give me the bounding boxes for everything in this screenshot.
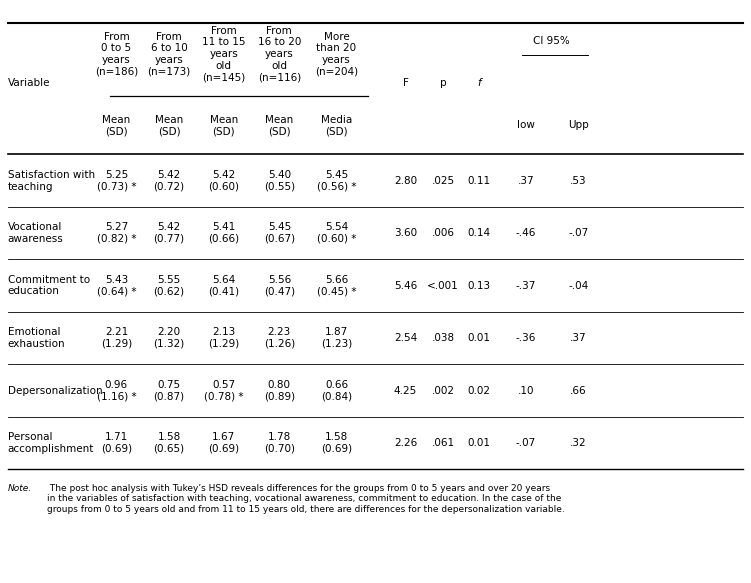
Text: 5.46: 5.46: [394, 280, 417, 291]
Text: 1.67
(0.69): 1.67 (0.69): [208, 432, 240, 454]
Text: 0.75
(0.87): 0.75 (0.87): [153, 380, 185, 402]
Text: More
than 20
years
(n=204): More than 20 years (n=204): [315, 31, 358, 76]
Text: Commitment to
education: Commitment to education: [8, 275, 89, 297]
Text: Mean
(SD): Mean (SD): [265, 114, 294, 136]
Text: Vocational
awareness: Vocational awareness: [8, 222, 63, 244]
Text: 0.02: 0.02: [468, 385, 490, 396]
Text: .038: .038: [432, 333, 454, 343]
Text: .32: .32: [570, 438, 587, 448]
Text: <.001: <.001: [427, 280, 459, 291]
Text: -.04: -.04: [569, 280, 588, 291]
Text: 1.71
(0.69): 1.71 (0.69): [101, 432, 132, 454]
Text: Mean
(SD): Mean (SD): [102, 114, 131, 136]
Text: The post hoc analysis with Tukey’s HSD reveals differences for the groups from 0: The post hoc analysis with Tukey’s HSD r…: [47, 484, 564, 514]
Text: CI 95%: CI 95%: [533, 36, 569, 46]
Text: From
0 to 5
years
(n=186): From 0 to 5 years (n=186): [95, 31, 138, 76]
Text: .002: .002: [432, 385, 454, 396]
Text: .061: .061: [432, 438, 454, 448]
Text: .53: .53: [570, 175, 587, 186]
Text: 2.80: 2.80: [394, 175, 417, 186]
Text: Mean
(SD): Mean (SD): [155, 114, 183, 136]
Text: 0.96
(1.16) *: 0.96 (1.16) *: [97, 380, 136, 402]
Text: 2.23
(1.26): 2.23 (1.26): [264, 327, 295, 349]
Text: 5.56
(0.47): 5.56 (0.47): [264, 275, 295, 297]
Text: -.46: -.46: [515, 228, 536, 238]
Text: 5.45
(0.56) *: 5.45 (0.56) *: [317, 170, 356, 192]
Text: 2.13
(1.29): 2.13 (1.29): [208, 327, 240, 349]
Text: 1.78
(0.70): 1.78 (0.70): [264, 432, 295, 454]
Text: F: F: [403, 78, 409, 88]
Text: Note.: Note.: [8, 484, 32, 493]
Text: 5.55
(0.62): 5.55 (0.62): [153, 275, 185, 297]
Text: .66: .66: [570, 385, 587, 396]
Text: 1.58
(0.65): 1.58 (0.65): [153, 432, 185, 454]
Text: 0.13: 0.13: [468, 280, 490, 291]
Text: 3.60: 3.60: [394, 228, 417, 238]
Text: 5.40
(0.55): 5.40 (0.55): [264, 170, 295, 192]
Text: Satisfaction with
teaching: Satisfaction with teaching: [8, 170, 95, 192]
Text: 5.43
(0.64) *: 5.43 (0.64) *: [97, 275, 136, 297]
Text: From
16 to 20
years
old
(n=116): From 16 to 20 years old (n=116): [258, 26, 301, 82]
Text: .37: .37: [517, 175, 534, 186]
Text: .10: .10: [517, 385, 534, 396]
Text: 5.54
(0.60) *: 5.54 (0.60) *: [317, 222, 356, 244]
Text: f: f: [478, 78, 481, 88]
Text: 5.27
(0.82) *: 5.27 (0.82) *: [97, 222, 136, 244]
Text: 0.11: 0.11: [468, 175, 490, 186]
Text: Variable: Variable: [8, 78, 50, 88]
Text: From
6 to 10
years
(n=173): From 6 to 10 years (n=173): [147, 31, 191, 76]
Text: Depersonalization: Depersonalization: [8, 385, 102, 396]
Text: 2.26: 2.26: [394, 438, 417, 448]
Text: 2.54: 2.54: [394, 333, 417, 343]
Text: 0.66
(0.84): 0.66 (0.84): [321, 380, 352, 402]
Text: 5.42
(0.60): 5.42 (0.60): [208, 170, 240, 192]
Text: -.07: -.07: [516, 438, 535, 448]
Text: Media
(SD): Media (SD): [321, 114, 352, 136]
Text: 5.25
(0.73) *: 5.25 (0.73) *: [97, 170, 136, 192]
Text: .006: .006: [432, 228, 454, 238]
Text: 5.45
(0.67): 5.45 (0.67): [264, 222, 295, 244]
Text: 0.01: 0.01: [468, 333, 490, 343]
Text: 0.57
(0.78) *: 0.57 (0.78) *: [204, 380, 243, 402]
Text: 2.21
(1.29): 2.21 (1.29): [101, 327, 132, 349]
Text: 0.01: 0.01: [468, 438, 490, 448]
Text: From
11 to 15
years
old
(n=145): From 11 to 15 years old (n=145): [202, 26, 246, 82]
Text: Mean
(SD): Mean (SD): [210, 114, 238, 136]
Text: 5.42
(0.77): 5.42 (0.77): [153, 222, 185, 244]
Text: 5.42
(0.72): 5.42 (0.72): [153, 170, 185, 192]
Text: 5.41
(0.66): 5.41 (0.66): [208, 222, 240, 244]
Text: Upp: Upp: [568, 120, 589, 131]
Text: -.07: -.07: [569, 228, 588, 238]
Text: 5.66
(0.45) *: 5.66 (0.45) *: [317, 275, 356, 297]
Text: 1.58
(0.69): 1.58 (0.69): [321, 432, 352, 454]
Text: 2.20
(1.32): 2.20 (1.32): [153, 327, 185, 349]
Text: .37: .37: [570, 333, 587, 343]
Text: 1.87
(1.23): 1.87 (1.23): [321, 327, 352, 349]
Text: 5.64
(0.41): 5.64 (0.41): [208, 275, 240, 297]
Text: .025: .025: [432, 175, 454, 186]
Text: -.36: -.36: [515, 333, 536, 343]
Text: low: low: [517, 120, 535, 131]
Text: p: p: [440, 78, 446, 88]
Text: Emotional
exhaustion: Emotional exhaustion: [8, 327, 65, 349]
Text: 0.80
(0.89): 0.80 (0.89): [264, 380, 295, 402]
Text: 4.25: 4.25: [394, 385, 417, 396]
Text: Personal
accomplishment: Personal accomplishment: [8, 432, 94, 454]
Text: -.37: -.37: [515, 280, 536, 291]
Text: 0.14: 0.14: [468, 228, 490, 238]
